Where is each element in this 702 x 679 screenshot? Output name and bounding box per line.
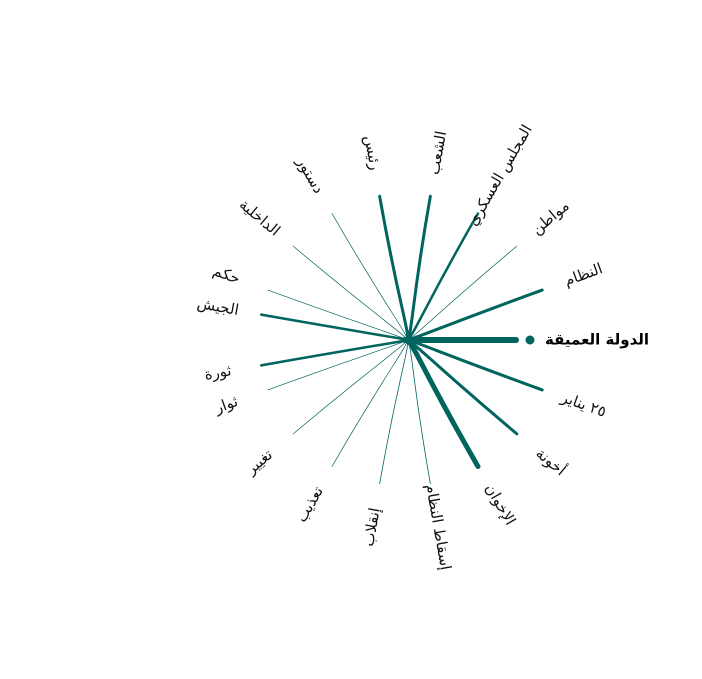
node-label-0: النظام — [562, 259, 605, 289]
node-label-17: ٢٥ يناير — [558, 388, 609, 421]
edge-3 — [403, 194, 432, 342]
node-label-6: الداخلية — [236, 195, 284, 239]
node-label-14: إسقاط النظام — [422, 483, 455, 572]
node-label-1: مواطن — [528, 197, 573, 239]
edge-14 — [404, 339, 431, 485]
node-label-4: رئيس — [361, 134, 385, 172]
node-label-16: أخونة — [532, 443, 570, 479]
edge-16 — [403, 338, 519, 436]
edge-0 — [403, 288, 544, 342]
edge-15 — [402, 337, 481, 469]
node-label-5: دستور — [292, 153, 327, 196]
node-label-13: إنقلاب — [359, 506, 384, 548]
node-label-7: حكم — [211, 261, 243, 287]
edge-7 — [267, 289, 407, 341]
edge-17 — [403, 338, 544, 392]
center-node-dot — [525, 335, 535, 345]
edge-2 — [403, 212, 480, 342]
edge-10 — [267, 339, 407, 391]
node-label-15: الإخوان — [481, 480, 519, 528]
edge-13 — [379, 339, 408, 485]
edge-11 — [292, 339, 407, 435]
edge-6 — [292, 245, 407, 341]
node-label-8: الجيش — [196, 294, 241, 319]
edge-1 — [404, 245, 518, 341]
edge-9 — [259, 338, 408, 367]
node-label-12: تعذيب — [292, 483, 327, 525]
edge-4 — [378, 194, 409, 342]
center-node-label: الدولة العميقة — [545, 331, 649, 349]
node-label-11: تغيير — [242, 446, 276, 479]
node-label-9: ثورة — [203, 361, 233, 383]
node-label-2: المجلس العسكري — [463, 122, 536, 230]
edge-8 — [259, 313, 408, 342]
node-label-3: الشعب — [425, 130, 450, 177]
node-label-10: ثوار — [211, 392, 240, 417]
